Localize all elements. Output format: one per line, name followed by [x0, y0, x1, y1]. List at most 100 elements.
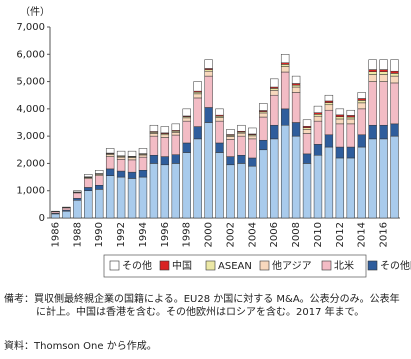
- bar-segment: [368, 71, 377, 75]
- bar-segment: [324, 134, 334, 148]
- y-tick-label: 5,000: [16, 77, 45, 88]
- bar-segment: [302, 119, 312, 127]
- bar-segment: [248, 165, 257, 219]
- bar-segment: [248, 138, 257, 159]
- bar-segment: [313, 120, 323, 145]
- bar-segment: [270, 88, 279, 91]
- bar-segment: [291, 84, 301, 88]
- bar-segment: [280, 64, 290, 67]
- bar-segment: [204, 107, 213, 123]
- bar-segment: [116, 156, 126, 160]
- bar-segment: [335, 146, 345, 159]
- bar-segment: [204, 59, 213, 69]
- bar-segment: [346, 146, 355, 159]
- bar-segment: [357, 98, 366, 101]
- bar-segment: [346, 157, 355, 219]
- legend-label: 中国: [172, 259, 192, 272]
- x-tick-label: 1998: [182, 222, 193, 247]
- bar-segment: [237, 154, 246, 164]
- legend-box: [103, 254, 367, 278]
- bar-segment: [368, 138, 377, 219]
- bar-segment: [105, 154, 115, 157]
- bar-segment: [270, 78, 279, 88]
- bar-segment: [84, 174, 93, 178]
- bar-segment: [280, 71, 290, 110]
- bar-segment: [302, 153, 312, 164]
- bar-segment: [84, 187, 93, 191]
- bar-segment: [138, 176, 148, 219]
- bar-segment: [226, 136, 235, 140]
- bar-segment: [193, 97, 202, 127]
- bar-segment: [270, 90, 279, 96]
- x-tick-label: 2006: [269, 222, 280, 247]
- x-tick-label: 2004: [247, 222, 258, 247]
- bar-segment: [182, 120, 191, 144]
- bar-segment: [335, 118, 345, 125]
- bar-segment: [226, 139, 235, 157]
- bar-segment: [193, 81, 202, 92]
- x-tick-label: 1994: [138, 222, 149, 247]
- bar-segment: [313, 154, 323, 219]
- bar-segment: [324, 104, 334, 111]
- legend-label: その他欧州: [380, 259, 411, 272]
- x-tick-label: 1992: [116, 222, 127, 247]
- y-tick-label: 6,000: [16, 49, 45, 60]
- bar-segment: [171, 132, 180, 136]
- bar-segment: [149, 163, 159, 219]
- bar-segment: [368, 124, 377, 140]
- bar-segment: [379, 124, 388, 140]
- bar-segment: [379, 71, 388, 75]
- legend-swatch: [259, 260, 270, 271]
- bar-segment: [280, 54, 290, 63]
- bar-segment: [259, 116, 268, 141]
- bar-segment: [379, 81, 388, 126]
- bar-segment: [215, 152, 224, 219]
- bar-segment: [62, 210, 71, 219]
- bar-segment: [149, 135, 159, 156]
- bar-segment: [335, 157, 345, 219]
- x-tick-label: 2008: [291, 222, 302, 247]
- bar-segment: [248, 127, 257, 135]
- x-tick-label: 1996: [160, 222, 171, 247]
- bar-segment: [313, 115, 323, 122]
- legend-swatch: [159, 260, 170, 271]
- bar-segment: [313, 144, 323, 156]
- notes: 備考：買収側最終親企業の国籍による。EU28 か国に対する M&A。公表分のみ。…: [4, 294, 400, 318]
- bar-segment: [291, 122, 301, 137]
- bar-segment: [379, 59, 388, 70]
- bar-segment: [368, 59, 377, 70]
- bar-segment: [335, 114, 345, 118]
- bar-segment: [215, 120, 224, 144]
- bar-segment: [346, 118, 355, 125]
- bar-segment: [204, 75, 213, 108]
- bar-segment: [302, 133, 312, 155]
- bar-segment: [248, 157, 257, 167]
- bar-segment: [390, 75, 399, 84]
- bar-segment: [390, 82, 399, 125]
- bar-segment: [204, 122, 213, 219]
- bar-segment: [259, 139, 268, 151]
- bar-segment: [390, 135, 399, 219]
- legend-label: その他: [122, 259, 152, 272]
- bar-segment: [379, 74, 388, 82]
- bar-segment: [127, 150, 137, 157]
- bar-segment: [237, 163, 246, 219]
- bar-segment: [324, 109, 334, 136]
- y-tick-label: 7,000: [16, 22, 45, 33]
- bar-segment: [171, 123, 180, 131]
- bar-segment: [149, 133, 159, 137]
- bar-segment: [95, 170, 104, 174]
- bar-segment: [193, 126, 202, 140]
- bar-segment: [127, 171, 137, 179]
- bar-segment: [138, 156, 148, 171]
- bar-segment: [138, 170, 148, 178]
- bar-segment: [105, 148, 115, 154]
- bar-segment: [193, 138, 202, 219]
- bar-segment: [324, 102, 334, 106]
- bar-segment: [62, 207, 71, 211]
- bar-segment: [335, 123, 345, 148]
- bar-segment: [182, 152, 191, 219]
- bar-segment: [270, 138, 279, 219]
- bar-segment: [291, 92, 301, 123]
